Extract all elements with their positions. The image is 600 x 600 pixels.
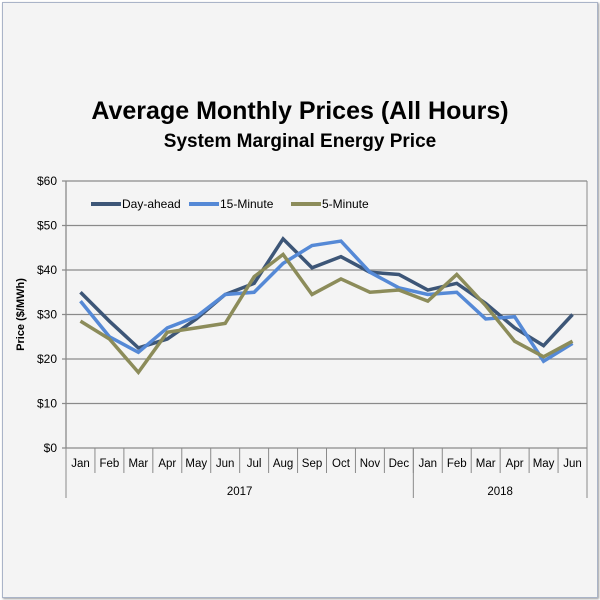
x-tick-label: Jan <box>419 458 438 470</box>
series-line-day-ahead <box>79 236 574 350</box>
x-tick-label: Sep <box>302 458 322 470</box>
year-label: 2018 <box>487 486 513 498</box>
y-tick-label: $30 <box>37 308 57 322</box>
x-tick-label: Aug <box>273 458 293 470</box>
x-tick-label: Nov <box>360 458 381 470</box>
x-tick-label: Jun <box>563 458 582 470</box>
y-axis-label: Price ($/MWh) <box>15 278 27 351</box>
y-tick-label: $20 <box>37 352 57 366</box>
series-line-5-minute <box>79 251 574 376</box>
y-tick-label: $10 <box>37 397 57 411</box>
x-tick-label: Jul <box>247 458 262 470</box>
legend-label: 15-Minute <box>220 197 274 211</box>
x-tick-label: Oct <box>332 458 351 470</box>
x-tick-label: May <box>533 458 555 470</box>
series-line-15-minute <box>79 239 574 364</box>
chart-title: Average Monthly Prices (All Hours) <box>91 97 509 125</box>
y-tick-label: $60 <box>37 174 57 188</box>
x-tick-label: May <box>185 458 207 470</box>
x-tick-label: Mar <box>476 458 496 470</box>
x-tick-label: Feb <box>100 458 120 470</box>
y-tick-label: $50 <box>37 219 57 233</box>
x-tick-label: Jan <box>71 458 90 470</box>
year-label: 2017 <box>227 486 253 498</box>
legend-label: Day-ahead <box>122 197 181 211</box>
x-tick-label: Apr <box>158 458 176 470</box>
x-tick-label: Jun <box>216 458 235 470</box>
y-tick-label: $0 <box>44 441 58 455</box>
legend-label: 5-Minute <box>322 197 369 211</box>
chart-subtitle: System Marginal Energy Price <box>163 131 437 152</box>
x-tick-label: Apr <box>506 458 524 470</box>
y-tick-label: $40 <box>37 263 57 277</box>
x-tick-label: Feb <box>447 458 467 470</box>
x-tick-label: Dec <box>389 458 410 470</box>
x-tick-label: Mar <box>128 458 148 470</box>
